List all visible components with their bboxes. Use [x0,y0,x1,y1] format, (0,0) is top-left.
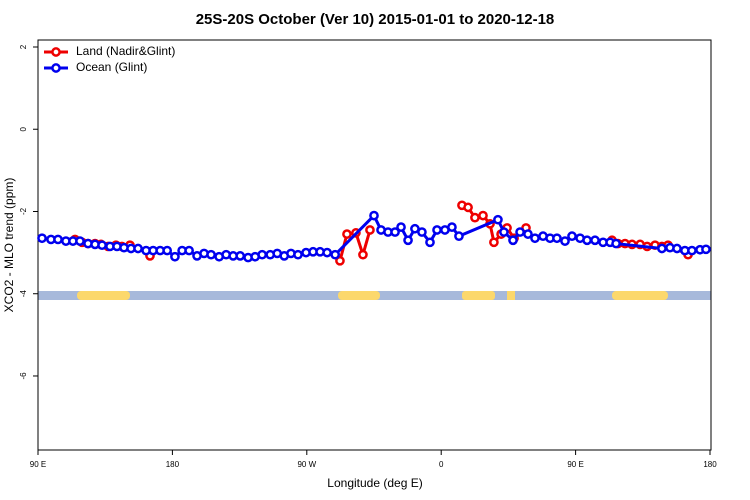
point [611,238,621,249]
legend-point [51,47,61,57]
land-strip [77,291,130,300]
map-strip [38,291,711,300]
point [447,222,457,232]
point [257,249,267,260]
point [53,234,63,245]
point [342,229,352,239]
land-strip [507,291,515,300]
x-tick-label: 90 E [30,460,46,469]
point [523,229,533,239]
point [162,245,173,256]
point [530,233,540,244]
y-axis-label: XCO2 - MLO trend (ppm) [2,178,16,313]
point [235,251,246,261]
y-tick-label: 2 [19,44,28,49]
point [552,233,562,244]
point [425,237,435,248]
point [403,235,413,246]
point [701,244,711,255]
legend-point [51,63,61,73]
point [515,227,525,237]
point [390,227,400,237]
point [582,235,592,246]
point [206,249,216,260]
point [560,236,570,246]
point [365,225,375,235]
land-strip [612,291,668,300]
x-tick-label: 180 [703,460,717,469]
point [454,231,464,242]
point [330,249,341,260]
legend-label: Land (Nadir&Glint) [76,44,175,58]
point [672,243,682,254]
point [432,225,442,235]
point [170,251,180,262]
point [657,243,667,254]
point [417,227,427,237]
point [687,245,697,256]
x-tick-label: 180 [166,460,180,469]
y-tick-label: 0 [19,126,28,131]
land-strip [338,291,380,300]
point [37,233,47,244]
point [369,210,379,221]
point [322,247,332,258]
point [478,210,488,221]
point [489,237,499,248]
x-axis-label: Longitude (deg E) [327,476,422,490]
plot-frame [37,39,712,451]
point [184,245,194,256]
chart-title: 25S-20S October (Ver 10) 2015-01-01 to 2… [196,11,555,28]
point [335,255,345,266]
point [590,235,600,246]
x-tick-label: 90 E [567,460,583,469]
point [293,249,303,260]
legend-label: Ocean (Glint) [76,60,147,74]
point [97,240,107,251]
point [508,235,518,246]
y-tick-label: -4 [19,290,28,298]
point [567,231,577,242]
y-tick-label: -6 [19,372,28,380]
land-strip [462,291,495,300]
point [133,243,143,254]
x-tick-label: 90 W [297,460,316,469]
point [75,236,85,246]
point [499,227,509,237]
y-tick-label: -2 [19,207,28,215]
point [463,202,473,213]
x-tick-label: 0 [439,460,444,469]
point [493,214,503,225]
point [396,222,406,232]
point [358,249,368,260]
point [470,212,480,223]
